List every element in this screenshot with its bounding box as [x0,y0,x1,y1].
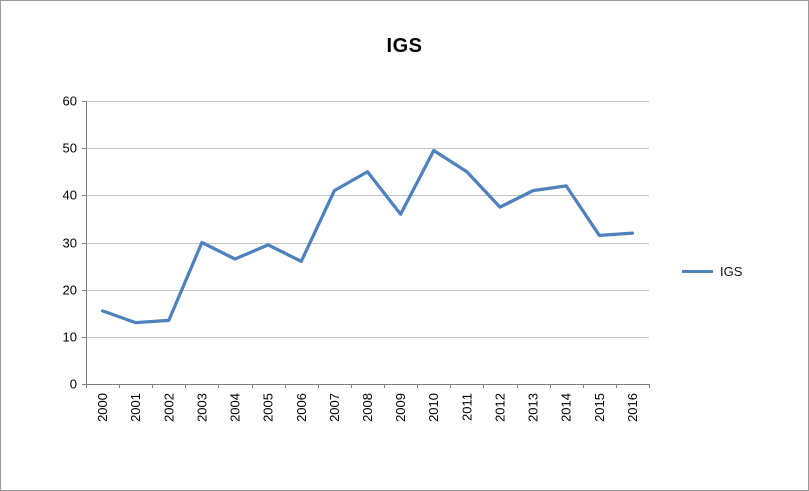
x-axis-tick-label: 2009 [393,393,408,422]
x-axis-tick-label: 2001 [128,393,143,422]
y-axis-tick-label: 0 [70,377,77,392]
y-axis-tick-label: 10 [63,330,77,345]
x-axis-tick-label: 2008 [360,393,375,422]
x-axis-tick-label: 2000 [95,393,110,422]
x-axis-tick-label: 2007 [327,393,342,422]
y-axis-tick-label: 60 [63,94,77,109]
x-axis-tick-label: 2010 [426,393,441,422]
x-axis-tick-label: 2011 [459,393,474,421]
x-axis-tick-label: 2012 [492,393,507,422]
y-axis-tick-label: 50 [63,141,77,156]
chart-line-igs [100,148,635,325]
x-axis-tick-label: 2004 [228,393,243,422]
y-axis-tick-label: 30 [63,236,77,251]
legend-label: IGS [720,264,743,279]
x-axis-tick-label: 2016 [625,393,640,422]
x-axis-tick-label: 2006 [294,393,309,422]
y-axis-tick-label: 20 [63,283,77,298]
x-axis-tick-label: 2013 [526,393,541,422]
y-axis-tick-label: 40 [63,188,77,203]
x-axis-tick-label: 2015 [592,393,607,422]
legend: IGS [682,264,742,279]
chart-title: IGS [386,35,423,57]
legend-line-swatch [682,270,713,273]
x-axis-tick-label: 2003 [194,393,209,422]
x-axis-tick-label: 2005 [261,393,276,422]
x-axis-tick-label: 2014 [559,393,574,422]
x-axis-tick-label: 2002 [161,393,176,422]
